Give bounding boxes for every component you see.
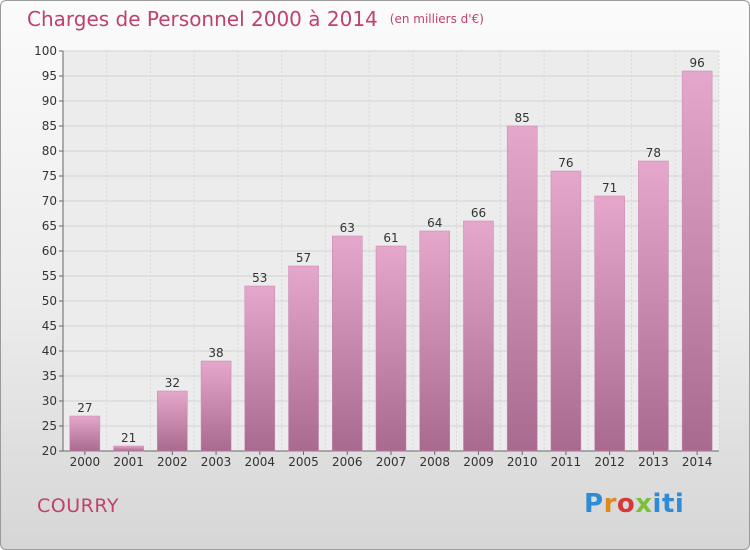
value-label: 61 <box>383 231 398 245</box>
value-label: 21 <box>121 431 136 445</box>
bar-2011 <box>550 170 582 452</box>
y-tick-label: 60 <box>42 244 57 258</box>
y-tick-label: 85 <box>42 119 57 133</box>
bar-2010 <box>506 125 538 452</box>
value-label: 78 <box>646 146 661 160</box>
y-tick-label: 75 <box>42 169 57 183</box>
y-tick-label: 90 <box>42 94 57 108</box>
x-tick-label: 2005 <box>288 455 319 469</box>
bar-2014 <box>681 70 713 452</box>
x-tick-label: 2003 <box>201 455 232 469</box>
x-tick-label: 2009 <box>463 455 494 469</box>
chart-subtitle: (en milliers d'€) <box>389 12 484 26</box>
value-label: 38 <box>208 346 223 360</box>
bar-2001 <box>113 445 144 452</box>
bar-2004 <box>244 285 276 452</box>
data-labels: 27 21 32 38 53 57 63 61 64 66 85 76 71 78 96 <box>77 56 705 445</box>
x-tick-label: 2008 <box>419 455 450 469</box>
y-tick-label: 20 <box>42 444 57 458</box>
x-tick-label: 2012 <box>594 455 625 469</box>
value-label: 32 <box>165 376 180 390</box>
x-tick-label: 2014 <box>682 455 713 469</box>
y-tick-label: 95 <box>42 69 57 83</box>
y-tick-label: 65 <box>42 219 57 233</box>
bar-2013 <box>638 160 669 452</box>
value-label: 71 <box>602 181 617 195</box>
x-tick-label: 2000 <box>70 455 101 469</box>
y-tick-label: 40 <box>42 344 57 358</box>
bar-2009 <box>463 220 494 452</box>
value-label: 63 <box>340 221 355 235</box>
axes: 20 25 30 35 40 45 50 55 60 65 70 75 80 85 90 95 100 2000 2… <box>34 44 719 469</box>
value-label: 66 <box>471 206 486 220</box>
y-tick-label: 50 <box>42 294 57 308</box>
value-label: 64 <box>427 216 442 230</box>
x-tick-label: 2011 <box>551 455 582 469</box>
bar-2006 <box>332 235 363 452</box>
proxiti-logo: Proxiti <box>584 489 685 519</box>
value-label: 57 <box>296 251 311 265</box>
bar-2007 <box>375 245 407 452</box>
value-label: 76 <box>558 156 573 170</box>
x-tick-label: 2004 <box>245 455 276 469</box>
y-tick-label: 30 <box>42 394 57 408</box>
x-tick-label: 2007 <box>376 455 407 469</box>
y-tick-label: 35 <box>42 369 57 383</box>
y-tick-label: 70 <box>42 194 57 208</box>
bar-2003 <box>200 360 232 452</box>
y-tick-label: 25 <box>42 419 57 433</box>
bar-2008 <box>419 230 450 452</box>
bars <box>69 70 713 452</box>
x-tick-label: 2006 <box>332 455 363 469</box>
bar-2012 <box>594 195 625 452</box>
title-text: Charges de Personnel 2000 à 2014 <box>27 7 378 31</box>
y-tick-label: 45 <box>42 319 57 333</box>
bar-2000 <box>69 415 101 452</box>
y-tick-label: 55 <box>42 269 57 283</box>
value-label: 53 <box>252 271 267 285</box>
x-tick-label: 2010 <box>507 455 538 469</box>
x-tick-label: 2002 <box>157 455 188 469</box>
y-tick-label: 80 <box>42 144 57 158</box>
y-tick-label: 100 <box>34 44 57 58</box>
x-tick-label: 2013 <box>638 455 669 469</box>
x-tick-label: 2001 <box>113 455 144 469</box>
bar-2002 <box>157 390 188 452</box>
chart-title: Charges de Personnel 2000 à 2014 (en mill… <box>27 7 484 31</box>
value-label: 96 <box>689 56 704 70</box>
value-label: 27 <box>77 401 92 415</box>
bar-2005 <box>288 265 319 452</box>
location-name: COURRY <box>37 495 119 517</box>
value-label: 85 <box>515 111 530 125</box>
